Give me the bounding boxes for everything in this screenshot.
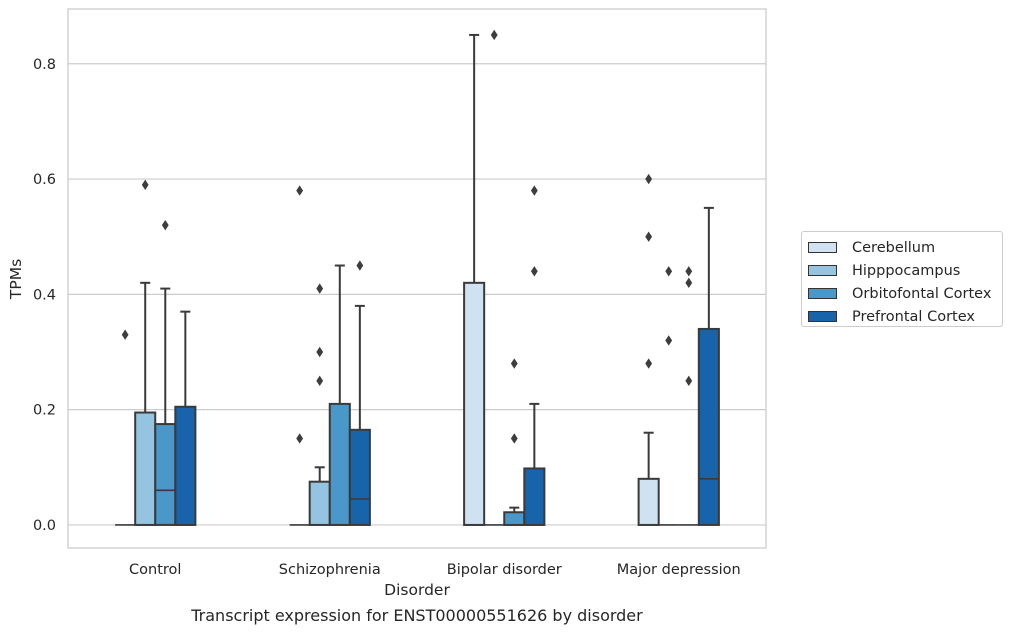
box-body [637,477,660,526]
outlier-point [530,266,538,277]
box-body [503,511,526,526]
box-group [658,266,679,526]
outlier-point [316,283,324,294]
outlier-point [121,329,129,340]
y-tick-label: 0.6 [33,172,56,188]
box-body [154,423,177,526]
outlier-point [645,358,653,369]
outlier-point [296,185,304,196]
outlier-point [510,433,518,444]
y-tick-label: 0.2 [33,403,56,419]
legend-swatch-prefrontal-cortex [808,311,837,322]
legend-label: Prefrontal Cortex [852,308,975,325]
box-group [308,283,331,526]
y-tick-label: 0.4 [33,287,56,303]
figure-caption: Transcript expression for ENST0000055162… [191,606,643,625]
legend-item-cerebellum: Cerebellum [808,236,1002,259]
x-tick-label: Bipolar disorder [447,562,562,578]
box-body [697,327,720,526]
box-group [523,185,546,526]
y-tick-label: 0.0 [33,518,56,534]
outlier-point [161,219,169,231]
x-tick-label: Control [129,562,181,578]
outlier-point [356,260,364,271]
box-group [697,206,720,526]
box-group [503,358,526,526]
box-group [115,329,136,526]
outlier-point [296,433,304,444]
legend: Cerebellum Hipppocampus Orbitofontal Cor… [801,231,1003,327]
legend-item-hippocampus: Hipppocampus [808,259,1002,282]
outlier-point [316,375,324,387]
box-body [348,428,371,526]
legend-swatch-cerebellum [808,242,837,253]
box-group [174,310,197,526]
legend-item-prefrontal-cortex: Prefrontal Cortex [808,305,1002,328]
box-body [134,411,157,526]
y-tick-labels: 0.0 0.2 0.4 0.6 0.8 [33,57,56,534]
outlier-point [510,358,518,369]
legend-item-orbitofrontal-cortex: Orbitofontal Cortex [808,282,1002,305]
box-body [463,281,486,526]
box-group [637,173,660,526]
outlier-point [490,29,498,41]
box-body [174,405,197,526]
box-body [523,467,546,526]
y-tick-label: 0.8 [33,57,56,73]
outlier-point [685,375,693,387]
outlier-point [685,266,693,277]
outlier-point [685,277,693,289]
outlier-point [645,231,653,242]
y-axis-label: TPMs [7,259,25,300]
outlier-point [665,335,673,346]
box-group [328,264,351,526]
legend-label: Orbitofontal Cortex [852,285,992,302]
box-group [678,266,699,526]
box-body [328,402,351,526]
box-group [289,185,310,526]
box-group [154,219,177,526]
outlier-point [530,185,538,196]
legend-label: Hipppocampus [852,262,961,279]
x-tick-label: Major depression [617,562,741,578]
legend-swatch-hippocampus [808,265,837,276]
box-group [484,29,505,526]
x-tick-label: Schizophrenia [279,562,381,578]
box-group [348,260,371,526]
box-body [308,480,331,526]
outlier-point [665,266,673,277]
plot-area-frame [67,8,767,549]
box-group [463,33,486,526]
x-tick-labels: Control Schizophrenia Bipolar disorder Majo… [129,562,741,578]
outlier-point [645,173,653,185]
box-marks [115,29,720,526]
outlier-point [316,346,324,358]
box-group [134,179,157,526]
legend-label: Cerebellum [852,239,936,256]
outlier-point [141,179,149,191]
legend-swatch-orbitofrontal-cortex [808,288,837,299]
x-axis-label: Disorder [384,581,450,599]
